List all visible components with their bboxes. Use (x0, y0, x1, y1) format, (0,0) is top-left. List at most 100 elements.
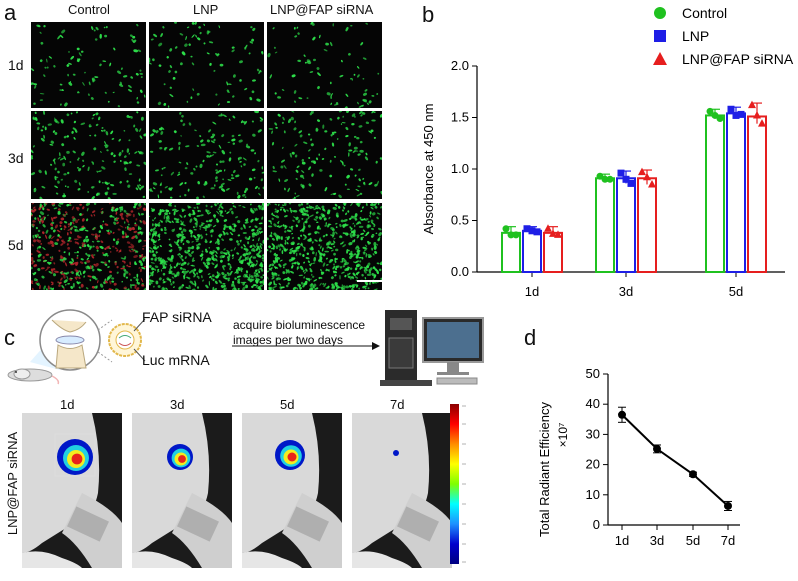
cell (46, 66, 49, 69)
cell (78, 270, 82, 273)
cell (31, 260, 35, 264)
cell (261, 206, 264, 210)
cell (76, 235, 81, 239)
cell (128, 273, 131, 276)
cell (254, 269, 258, 272)
cell (123, 129, 126, 132)
cell (281, 121, 284, 124)
cell (192, 88, 195, 91)
cell (290, 209, 295, 213)
cell (126, 241, 131, 244)
cell (335, 248, 339, 252)
cell (256, 242, 258, 248)
cell (350, 255, 353, 257)
cell (139, 205, 142, 209)
cell (358, 168, 361, 171)
cell (154, 223, 158, 227)
cell (210, 154, 215, 157)
cell (195, 165, 198, 168)
cell (268, 263, 272, 268)
cell (200, 143, 206, 147)
cell (309, 262, 313, 266)
cell (254, 185, 258, 190)
cell (291, 265, 294, 269)
cell (255, 272, 259, 276)
cell (357, 66, 360, 69)
cell (332, 231, 335, 236)
cell (179, 182, 184, 186)
cell (174, 46, 178, 49)
cell (305, 218, 309, 221)
cell (189, 270, 193, 274)
cell (38, 221, 41, 224)
cell (345, 26, 349, 32)
cell (179, 62, 183, 66)
cell (82, 206, 85, 210)
cell (320, 269, 322, 272)
cell (74, 219, 79, 224)
cell (70, 227, 73, 231)
cell (204, 264, 206, 267)
cell (41, 185, 46, 189)
cell (150, 262, 155, 264)
cell (152, 230, 158, 234)
cell (59, 103, 62, 106)
bioluminescence-image-5d (242, 413, 342, 568)
cell (199, 228, 201, 230)
cell (253, 207, 257, 212)
cell (372, 212, 376, 216)
cell (38, 236, 41, 239)
cell (120, 215, 123, 218)
cell (212, 121, 217, 125)
cell (356, 136, 360, 140)
cell (149, 238, 151, 240)
cell (93, 203, 97, 205)
cell (84, 261, 87, 265)
cell (54, 242, 59, 246)
cell (240, 268, 244, 272)
cell (155, 280, 159, 285)
cell (260, 178, 263, 182)
cell (340, 123, 343, 125)
cell (90, 254, 94, 257)
cell (33, 187, 36, 190)
cell (181, 284, 185, 287)
cell (98, 234, 101, 238)
cell (76, 241, 80, 245)
cell (231, 49, 235, 53)
cell (155, 169, 159, 172)
cell (373, 203, 377, 206)
cell (191, 22, 195, 25)
cell (277, 113, 281, 117)
cell (171, 229, 175, 233)
cell (272, 170, 277, 173)
cell (192, 259, 196, 262)
cell (273, 280, 276, 283)
cell (319, 245, 322, 249)
cell (114, 261, 117, 266)
cell (268, 281, 272, 286)
cell (296, 266, 299, 271)
cell (199, 254, 203, 257)
cell (139, 69, 142, 72)
cell (346, 111, 350, 114)
cell (78, 276, 81, 280)
cell (371, 111, 375, 114)
cell (67, 73, 70, 77)
inset-label-fap-sirna: FAP siRNA (142, 309, 212, 325)
y-tick-label: 0.0 (451, 264, 469, 279)
cell (91, 275, 97, 279)
cell (273, 283, 278, 286)
group-side-label: LNP@FAP siRNA (5, 431, 21, 536)
cell (335, 222, 338, 225)
cell (287, 282, 290, 285)
cell (333, 240, 336, 244)
cell (157, 269, 159, 273)
cell (124, 226, 127, 229)
cell (188, 277, 191, 280)
cell (364, 281, 369, 286)
cell (302, 208, 305, 211)
cell (143, 239, 146, 242)
cell (333, 263, 335, 266)
cell (358, 256, 362, 259)
